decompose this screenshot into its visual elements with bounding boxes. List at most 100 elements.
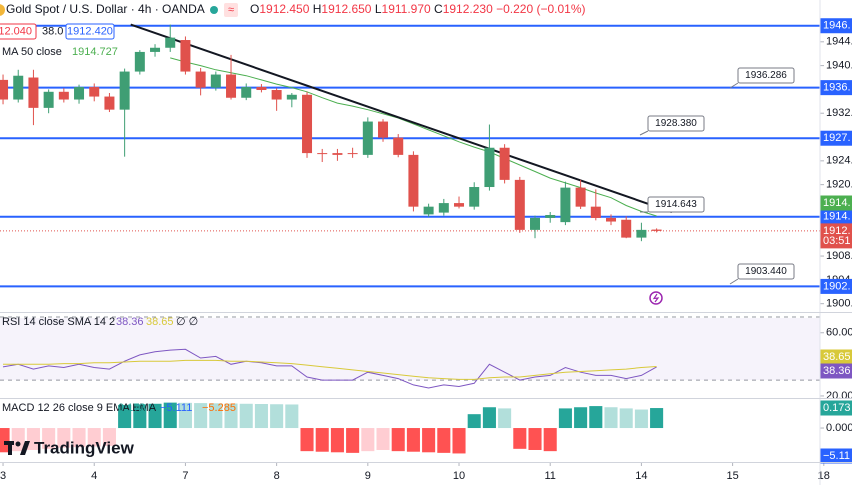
histogram-bar	[102, 428, 116, 446]
last-price-badge: 1912.	[823, 225, 851, 237]
countdown: 03:51	[823, 235, 851, 247]
candle-body	[606, 217, 617, 222]
x-tick-label: 14	[635, 470, 647, 482]
level-badge-box	[820, 80, 852, 96]
y-tick-label: 1940.0	[826, 60, 852, 72]
candle-body	[393, 137, 404, 155]
x-tick-label: 4	[91, 470, 97, 482]
ma-badge-box	[820, 195, 852, 211]
macd-badge: −5.11	[823, 450, 850, 462]
rsi-title: RSI 14 close SMA 14 2	[2, 316, 115, 328]
level-badge-box	[820, 130, 852, 146]
rsi-badge-box	[820, 363, 852, 379]
rsi-line	[3, 359, 657, 380]
status-icon	[224, 3, 238, 17]
ma-legend-value: 1914.727	[72, 46, 118, 58]
ohlc-key: H	[313, 2, 322, 16]
last-price-box	[820, 223, 852, 249]
change: −0.220 (−0.01%)	[496, 2, 585, 16]
rsi-legend-tail: ∅ ∅	[176, 316, 198, 328]
rsi-line	[2, 348, 657, 389]
candle-body	[165, 37, 176, 48]
level-badge-box	[820, 18, 852, 34]
x-tick-label: 3	[0, 470, 6, 482]
level-badge: 1902.	[823, 280, 851, 292]
candle-body	[575, 187, 586, 207]
rsi-band-fill	[0, 318, 820, 380]
histogram-bar	[558, 408, 572, 429]
candle-body	[119, 71, 130, 110]
candle-body	[302, 94, 313, 154]
histogram-bar	[178, 402, 192, 429]
histogram-bar	[330, 428, 344, 453]
candle-body	[347, 153, 358, 155]
histogram-bar	[422, 428, 436, 453]
candle-body	[13, 75, 24, 100]
histogram-bar	[133, 404, 147, 429]
candle-body	[74, 87, 85, 100]
x-tick-label: 10	[453, 470, 465, 482]
x-tick-label: 8	[274, 470, 280, 482]
histogram-bar	[589, 406, 603, 429]
ohlc-key: O	[250, 2, 259, 16]
histogram-bar	[0, 428, 10, 453]
callout-pointer	[729, 82, 739, 89]
callout-label: 1903.440	[745, 266, 787, 277]
histogram-bar	[604, 407, 618, 429]
candle-body	[226, 74, 237, 98]
callout-box	[647, 196, 705, 213]
candle-body	[621, 219, 632, 238]
y-tick-label: 1924.0	[826, 155, 852, 167]
ma-line	[170, 57, 657, 217]
logo-text: TradingView	[34, 438, 135, 457]
candle-body	[560, 187, 571, 223]
histogram-bar	[437, 428, 451, 453]
histogram-bar	[300, 428, 314, 452]
candle-body	[469, 187, 480, 207]
ask: 1912.420	[67, 25, 113, 37]
candle-body	[590, 206, 601, 218]
histogram-bar	[194, 403, 208, 429]
histogram-bar	[72, 428, 86, 448]
candle-body	[180, 40, 191, 72]
ohlc-key: C	[434, 2, 443, 16]
ohlc-value: 1912.230	[443, 2, 493, 16]
level-badge: 1914.	[823, 211, 851, 223]
histogram-bar	[391, 428, 405, 452]
candle-body	[210, 74, 221, 88]
macd-legend-value: −5.111	[160, 402, 192, 414]
ohlc-value: 1912.450	[259, 2, 309, 16]
candle-body	[271, 90, 282, 100]
candle-body	[332, 153, 343, 155]
histogram-bar	[528, 428, 542, 450]
x-tick-label: 18	[818, 470, 830, 482]
rsi-badge: 38.36	[823, 365, 851, 377]
spread: 38.0	[42, 25, 63, 37]
histogram-bar	[209, 403, 223, 429]
histogram-bar	[619, 408, 633, 429]
histogram-bar	[467, 414, 481, 429]
candle-body	[378, 121, 389, 138]
callout-pointer	[729, 278, 739, 285]
histogram-bar	[224, 403, 238, 429]
callout-box	[737, 67, 795, 84]
ohlc-key: L	[375, 2, 382, 16]
ma-legend-name: MA 50 close	[2, 46, 62, 58]
histogram-bar	[543, 428, 557, 452]
candle-body	[530, 217, 541, 230]
bid-box	[0, 23, 37, 40]
histogram-bar	[285, 404, 299, 429]
callout-box	[647, 115, 705, 132]
callout-label: 1928.380	[655, 118, 697, 129]
histogram-bar	[452, 428, 466, 454]
candle-body	[43, 91, 54, 108]
candle-body	[484, 147, 495, 188]
alert-icon	[649, 291, 663, 305]
y-tick-label: 20.00	[826, 390, 852, 402]
macd-legend-value: 0.173	[118, 402, 146, 414]
histogram-bar	[650, 408, 664, 429]
candle-body	[286, 94, 297, 100]
symbol-title: Gold Spot / U.S. Dollar · 4h · OANDA	[6, 2, 205, 16]
candle-body	[0, 79, 9, 100]
histogram-bar	[346, 428, 360, 453]
